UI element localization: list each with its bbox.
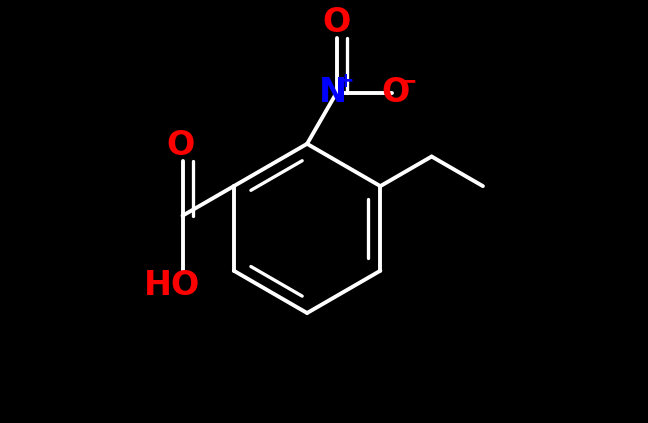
Text: N: N <box>318 76 347 109</box>
Text: HO: HO <box>144 269 200 302</box>
Text: +: + <box>337 71 355 91</box>
Text: O: O <box>382 76 410 109</box>
Text: O: O <box>323 6 351 39</box>
Text: −: − <box>398 69 417 93</box>
Text: O: O <box>167 129 194 162</box>
